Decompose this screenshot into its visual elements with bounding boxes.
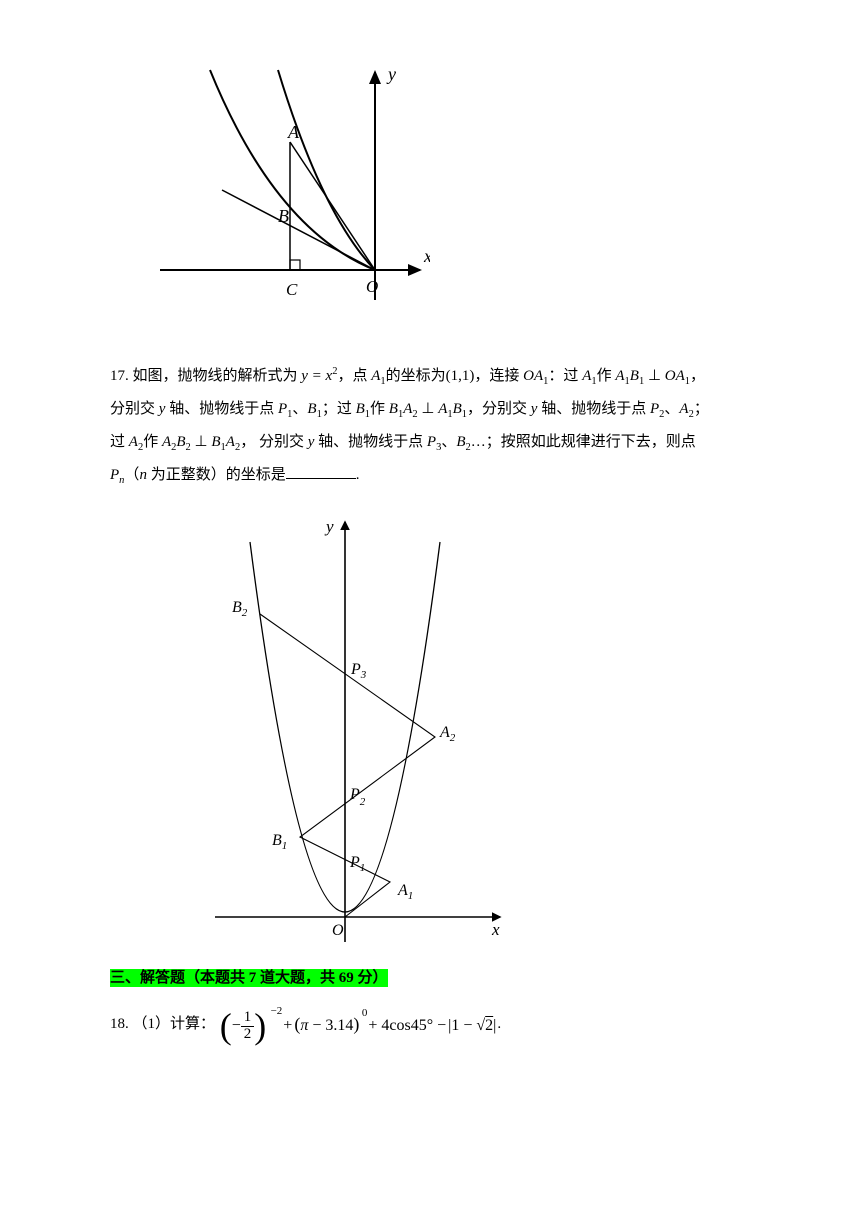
q17-A2B2: A2B2 (162, 434, 191, 450)
q17-l2c: 、 (292, 401, 307, 417)
q17-l3e: 、 (441, 434, 456, 450)
q17-l2f: ，分别交 (467, 401, 531, 417)
q17-perp2: ⊥ (418, 401, 439, 417)
q17-t6: 作 (597, 368, 616, 384)
q17-l4a: （ (124, 467, 139, 483)
q17-l3c: ， 分别交 (240, 434, 308, 450)
q17-l3b: 作 (143, 434, 162, 450)
q17-A1B1b: A1B1 (438, 401, 467, 417)
svg-text:A1: A1 (397, 882, 413, 902)
svg-text:P3: P3 (350, 661, 367, 681)
q17-B1A2b: B1A2 (211, 434, 240, 450)
figure-17-svg: y x O A1 P1 B1 P2 A2 P3 B2 (210, 512, 510, 952)
figure-17: y x O A1 P1 B1 P2 A2 P3 B2 (210, 512, 760, 952)
svg-text:B: B (278, 206, 289, 226)
q17-eq: y = x2 (301, 368, 337, 384)
q17-l3f: …；按照如此规律进行下去，则点 (471, 434, 696, 450)
q17-A2b: A2 (679, 401, 693, 417)
q17-t4: ，连接 (474, 368, 523, 384)
q17-A2c: A2 (129, 434, 143, 450)
q17-l2a: 分别交 (110, 401, 159, 417)
svg-text:P1: P1 (349, 854, 365, 874)
q18-formula: (−12) −2 + (π − 3.14) 0 + 4cos45° − |1 −… (219, 1005, 498, 1045)
q17-l3a: 过 (110, 434, 129, 450)
q18-part: （1）计算： (133, 1017, 216, 1033)
q17-P3: P3 (427, 434, 441, 450)
question-17: 17. 如图，抛物线的解析式为 y = x2，点 A1的坐标为(1,1)，连接 … (110, 360, 760, 492)
q17-period: . (356, 467, 360, 483)
svg-text:A: A (287, 122, 300, 142)
q17-perp3: ⊥ (191, 434, 212, 450)
svg-text:x: x (423, 246, 430, 266)
q17-A1-2: A1 (582, 368, 596, 384)
q17-t1: 如图，抛物线的解析式为 (133, 368, 302, 384)
q17-A1: A1 (371, 368, 385, 384)
q17-B1c: B1 (356, 401, 370, 417)
q17-l2h: 、 (664, 401, 679, 417)
figure-16: y x O A B C (150, 60, 760, 330)
q17-OA1b: OA1 (665, 368, 690, 384)
question-18: 18. （1）计算： (−12) −2 + (π − 3.14) 0 + 4co… (110, 1005, 760, 1045)
q17-t5: ：过 (548, 368, 582, 384)
q17-OA1: OA1 (523, 368, 548, 384)
q18-period: . (497, 1017, 501, 1033)
svg-text:O: O (366, 277, 378, 296)
q17-l2d: ；过 (322, 401, 356, 417)
q17-t3: 的坐标为 (386, 368, 446, 384)
q17-l2i: ； (694, 401, 709, 417)
q17-coord: (1,1) (446, 368, 475, 384)
svg-text:B1: B1 (272, 832, 287, 852)
figure-16-svg: y x O A B C (150, 60, 430, 330)
svg-text:x: x (491, 920, 500, 939)
q17-l3d: 轴、抛物线于点 (314, 434, 427, 450)
q17-l2g: 轴、抛物线于点 (537, 401, 650, 417)
section-3-header-row: 三、解答题（本题共 7 道大题，共 69 分） (110, 962, 760, 995)
svg-text:A2: A2 (439, 724, 456, 744)
svg-text:C: C (286, 280, 298, 299)
q18-number: 18. (110, 1017, 129, 1033)
svg-text:O: O (332, 922, 344, 939)
q17-P1: P1 (278, 401, 292, 417)
section-3-header: 三、解答题（本题共 7 道大题，共 69 分） (110, 969, 388, 987)
q17-l2e: 作 (370, 401, 389, 417)
q17-n: n (139, 467, 147, 483)
q17-B2b: B2 (456, 434, 470, 450)
q17-A1B1: A1B1 (615, 368, 644, 384)
q17-Pn: Pn (110, 467, 124, 483)
q17-t2: ，点 (337, 368, 371, 384)
q17-l2b: 轴、抛物线于点 (165, 401, 278, 417)
svg-text:y: y (324, 517, 334, 536)
q17-P2: P2 (650, 401, 664, 417)
q17-number: 17. (110, 368, 129, 384)
q17-B1b: B1 (307, 401, 321, 417)
svg-text:y: y (386, 64, 396, 84)
q17-perp: ⊥ (644, 368, 665, 384)
answer-blank[interactable] (286, 464, 356, 479)
q17-B1A2: B1A2 (389, 401, 418, 417)
svg-text:P2: P2 (349, 786, 366, 808)
q17-l4b: 为正整数）的坐标是 (147, 467, 286, 483)
svg-text:B2: B2 (232, 599, 248, 619)
q17-comma1: ， (690, 368, 705, 384)
